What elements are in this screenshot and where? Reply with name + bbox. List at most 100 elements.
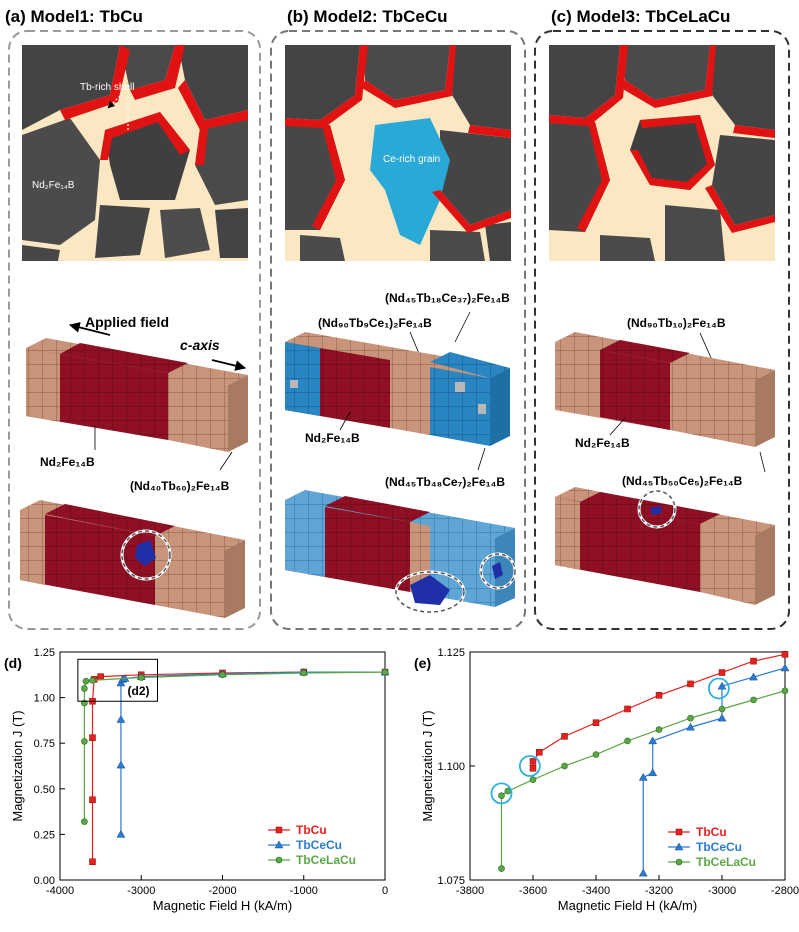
shell-label: Tb-rich shell	[80, 82, 134, 93]
grain-label: Nd₂Fe₁₄B	[32, 180, 75, 191]
legend-marker	[674, 842, 684, 851]
data-point	[749, 672, 758, 681]
data-point	[116, 829, 126, 838]
data-point	[717, 713, 727, 722]
series-TbCu	[529, 651, 789, 772]
data-point	[687, 680, 694, 688]
data-point	[498, 792, 505, 799]
panel-c-block-model: (Nd₉₀Tb₁₀)₂Fe₁₄B Nd₂Fe₁₄B (Nd₄₅Tb₅₀Ce₅)₂…	[555, 316, 775, 488]
data-point	[89, 734, 96, 741]
data-point	[717, 681, 727, 690]
highlight-circle	[490, 782, 513, 805]
panel-a-block-model: Applied field c-axis Nd₂Fe₁₄B (Nd₄₀Tb₆₀)…	[26, 314, 248, 493]
data-point	[89, 676, 96, 684]
data-point	[81, 738, 88, 745]
legend-entry: TbCeLaCu	[696, 855, 756, 869]
y-tick-label: 1.125	[437, 647, 465, 659]
x-axis-label: Magnetic Field H (kA/m)	[558, 898, 697, 913]
data-point	[536, 749, 543, 756]
highlight-circle	[518, 755, 541, 777]
data-point	[529, 776, 537, 783]
microstructure-figure: (a) Model1: TbCu (b) Model2: TbCeCu (c) …	[5, 7, 790, 630]
panel-c-micrograph	[549, 45, 775, 261]
legend-entry: TbCeCu	[296, 838, 342, 852]
data-point	[89, 858, 96, 866]
y-tick-label: 0.75	[34, 738, 55, 750]
panel-b-frame	[270, 30, 526, 630]
x-tick-label: -3800	[456, 885, 484, 897]
data-point	[638, 868, 648, 877]
data-point	[116, 760, 126, 769]
panel-b-block-model: (Nd₄₅Tb₁₈Ce₃₇)₂Fe₁₄B (Nd₉₀Tb₉Ce₁)₂Fe₁₄B …	[285, 291, 510, 489]
panel-a-frame	[8, 30, 261, 630]
data-point	[97, 673, 104, 680]
x-tick-label: -1000	[290, 885, 318, 897]
panel-c-phase-bottom: (Nd₄₅Tb₅₀Ce₅)₂Fe₁₄B	[622, 474, 743, 488]
panel-b-core-label: Nd₂Fe₁₄B	[305, 431, 360, 445]
ce-grain-label: Ce-rich grain	[383, 154, 440, 165]
data-point	[686, 722, 695, 731]
series-TbCeLaCu	[498, 687, 789, 872]
data-point	[381, 668, 389, 676]
legend-marker	[275, 826, 283, 834]
data-point	[81, 685, 88, 692]
chart-e: -3800 -3600 -3400 -3200 -3000 -2800 1.075 1.100…	[414, 647, 799, 913]
x-tick-label: -2000	[208, 885, 236, 897]
x-tick-label: 0	[382, 885, 388, 897]
data-point	[655, 692, 663, 699]
data-point	[750, 657, 757, 665]
panel-c-frame	[534, 30, 790, 630]
panel-label: (e)	[414, 655, 431, 671]
chart-d: -4000 -3000 -2000 -1000 0 0.00 0.25 0.50 0.75 1.0…	[4, 647, 390, 913]
panel-b-phase-top: (Nd₄₅Tb₁₈Ce₃₇)₂Fe₁₄B	[385, 291, 510, 305]
data-point	[648, 768, 658, 777]
panel-a-title: (a) Model1: TbCu	[5, 7, 143, 26]
series-line	[91, 671, 385, 862]
data-point	[81, 818, 88, 825]
data-point	[781, 651, 789, 658]
c-axis-label: c-axis	[180, 337, 220, 353]
data-point	[638, 772, 648, 781]
legend-marker	[274, 840, 284, 849]
series-TbCu	[89, 668, 389, 866]
data-point	[655, 726, 663, 733]
panel-c-block-reversal	[555, 487, 775, 605]
panel-b-block-reversal	[285, 490, 517, 614]
data-point	[82, 677, 90, 685]
data-point	[529, 765, 537, 772]
x-tick-label: -3000	[708, 885, 736, 897]
legend-marker	[675, 828, 683, 836]
y-axis-label: Magnetization J (T)	[420, 710, 435, 821]
legend-marker	[275, 856, 283, 864]
inset-label: (d2)	[128, 684, 150, 698]
panel-b-micrograph: Ce-rich grain	[285, 45, 511, 261]
x-tick-label: -3600	[519, 885, 547, 897]
data-point	[89, 796, 96, 803]
data-point	[561, 733, 568, 740]
x-axis-label: Magnetic Field H (kA/m)	[153, 898, 292, 913]
data-point	[300, 669, 308, 677]
panel-c-title: (c) Model3: TbCeLaCu	[551, 7, 730, 26]
y-tick-label: 0.50	[34, 784, 55, 796]
y-tick-label: 0.25	[34, 829, 55, 841]
x-tick-label: -4000	[46, 885, 74, 897]
inset-box-d2	[77, 658, 158, 702]
legend-marker	[675, 858, 683, 866]
series-TbCeCu	[638, 663, 790, 877]
panel-label: (d)	[4, 655, 22, 671]
data-point	[624, 705, 631, 713]
y-tick-label: 1.075	[437, 875, 465, 887]
data-point	[648, 736, 658, 745]
series-line	[532, 653, 786, 769]
data-point	[116, 714, 126, 723]
panel-b-phase-mid: (Nd₉₀Tb₉Ce₁)₂Fe₁₄B	[318, 316, 432, 330]
panel-c-core-label: Nd₂Fe₁₄B	[575, 436, 630, 450]
x-tick-label: -3200	[645, 885, 673, 897]
legend-entry: TbCeCu	[696, 840, 742, 854]
data-point	[687, 714, 694, 722]
panel-a-core-label: Nd₂Fe₁₄B	[40, 455, 95, 469]
legend-entry: TbCu	[696, 825, 727, 839]
legend-entry: TbCu	[296, 823, 327, 837]
